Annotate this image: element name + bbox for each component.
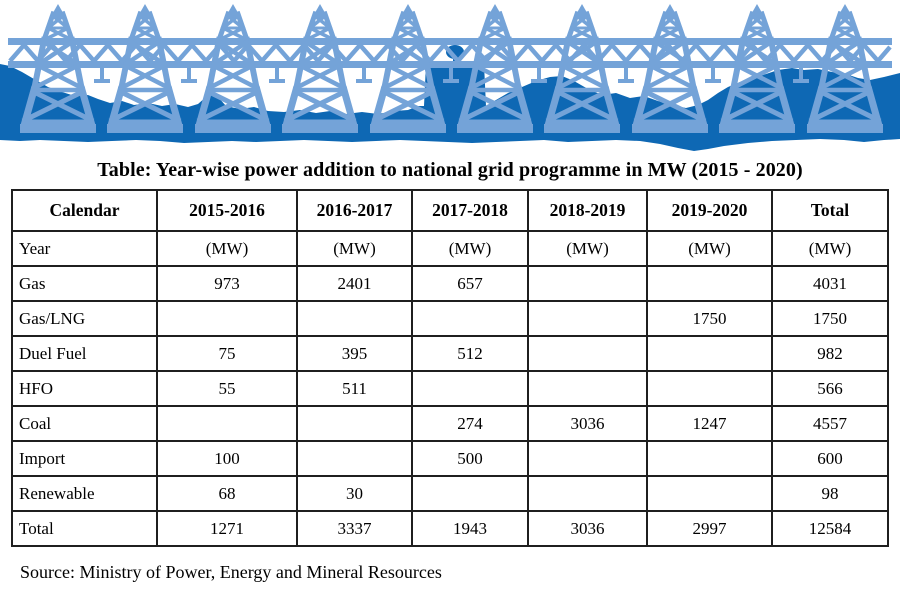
- table-cell: [411, 370, 529, 407]
- table-header-row: Calendar 2015-2016 2016-2017 2017-2018 2…: [11, 189, 889, 232]
- table-cell: 1943: [411, 510, 529, 547]
- table-cell: 3036: [527, 405, 648, 442]
- table-cell: [527, 440, 648, 477]
- column-header: 2017-2018: [411, 189, 529, 232]
- table-cell: 973: [156, 265, 298, 302]
- power-pylons-banner-image: [0, 0, 900, 153]
- source-attribution: Source: Ministry of Power, Energy and Mi…: [20, 562, 442, 582]
- table-cell: 512: [411, 335, 529, 372]
- unit-cell: (MW): [296, 230, 413, 267]
- table-row: Gas/LNG 1750 1750: [11, 300, 889, 337]
- table-cell: 100: [156, 440, 298, 477]
- truss-hangers: [94, 66, 809, 83]
- table-cell: 75: [156, 335, 298, 372]
- unit-cell: (MW): [771, 230, 889, 267]
- table-subheader-row: Year (MW) (MW) (MW) (MW) (MW) (MW): [11, 230, 889, 267]
- table-cell: [411, 300, 529, 337]
- unit-cell: (MW): [646, 230, 773, 267]
- row-label: Import: [11, 440, 158, 477]
- table-cell: [646, 335, 773, 372]
- table-row: Coal 274 3036 1247 4557: [11, 405, 889, 442]
- table-cell: 2997: [646, 510, 773, 547]
- row-label: Total: [11, 510, 158, 547]
- table-cell: 1750: [771, 300, 889, 337]
- table-cell: 4557: [771, 405, 889, 442]
- table-cell: [646, 265, 773, 302]
- unit-cell: (MW): [411, 230, 529, 267]
- table-row: Renewable 68 30 98: [11, 475, 889, 512]
- table-cell: [527, 475, 648, 512]
- table-cell: [646, 440, 773, 477]
- row-label: Gas/LNG: [11, 300, 158, 337]
- unit-cell: (MW): [527, 230, 648, 267]
- table-cell: 3337: [296, 510, 413, 547]
- table-cell: [296, 300, 413, 337]
- unit-cell: (MW): [156, 230, 298, 267]
- table-row: Import 100 500 600: [11, 440, 889, 477]
- table-cell: [411, 475, 529, 512]
- column-header: 2019-2020: [646, 189, 773, 232]
- table-cell: 98: [771, 475, 889, 512]
- table-cell: 68: [156, 475, 298, 512]
- table-cell: [646, 370, 773, 407]
- row-label: Renewable: [11, 475, 158, 512]
- table-cell: [156, 405, 298, 442]
- table-cell: 4031: [771, 265, 889, 302]
- table-cell: 3036: [527, 510, 648, 547]
- table-row: Duel Fuel 75 395 512 982: [11, 335, 889, 372]
- row-label: Gas: [11, 265, 158, 302]
- table-cell: 55: [156, 370, 298, 407]
- row-label: Duel Fuel: [11, 335, 158, 372]
- table-cell: 12584: [771, 510, 889, 547]
- table-cell: 500: [411, 440, 529, 477]
- table-cell: [156, 300, 298, 337]
- column-header: 2016-2017: [296, 189, 413, 232]
- table-cell: 600: [771, 440, 889, 477]
- table-cell: [296, 440, 413, 477]
- row-label: Coal: [11, 405, 158, 442]
- table-cell: 657: [411, 265, 529, 302]
- table-cell: 1750: [646, 300, 773, 337]
- banner-graphic: [0, 0, 900, 151]
- table-cell: [646, 475, 773, 512]
- table-cell: [527, 335, 648, 372]
- row-label: Year: [11, 230, 158, 267]
- table-row: Gas 973 2401 657 4031: [11, 265, 889, 302]
- table-cell: [527, 300, 648, 337]
- column-header: 2018-2019: [527, 189, 648, 232]
- truss-bridge-graphic: [8, 38, 892, 83]
- column-header: 2015-2016: [156, 189, 298, 232]
- column-header: Total: [771, 189, 889, 232]
- table-cell: [527, 265, 648, 302]
- table-cell: 511: [296, 370, 413, 407]
- table-cell: 566: [771, 370, 889, 407]
- table-cell: 30: [296, 475, 413, 512]
- table-cell: 274: [411, 405, 529, 442]
- table-cell: [527, 370, 648, 407]
- table-cell: 395: [296, 335, 413, 372]
- table-total-row: Total 1271 3337 1943 3036 2997 12584: [11, 510, 889, 547]
- table-cell: 982: [771, 335, 889, 372]
- table-cell: [296, 405, 413, 442]
- table-row: HFO 55 511 566: [11, 370, 889, 407]
- row-label: HFO: [11, 370, 158, 407]
- column-header: Calendar: [11, 189, 158, 232]
- table-cell: 2401: [296, 265, 413, 302]
- table-title: Table: Year-wise power addition to natio…: [97, 159, 803, 181]
- power-addition-table: Calendar 2015-2016 2016-2017 2017-2018 2…: [11, 189, 889, 547]
- table-cell: 1271: [156, 510, 298, 547]
- table-cell: 1247: [646, 405, 773, 442]
